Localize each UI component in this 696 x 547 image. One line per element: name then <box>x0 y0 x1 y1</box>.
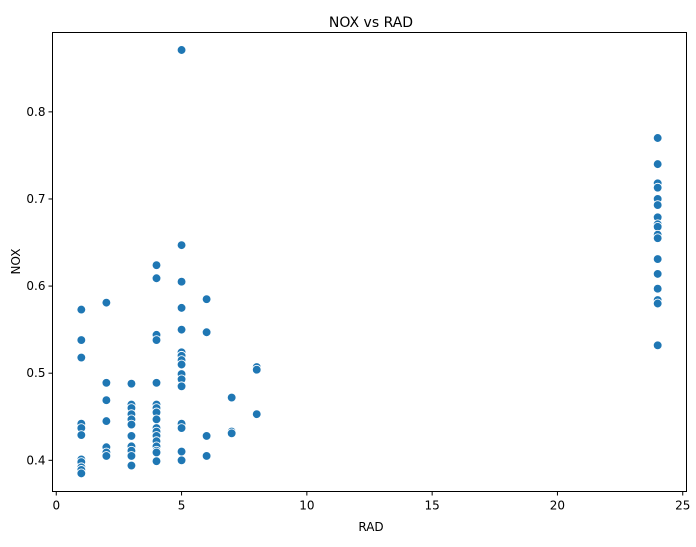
scatter-point-87 <box>652 298 663 309</box>
scatter-point-64 <box>201 431 212 441</box>
scatter-point-2 <box>76 352 87 363</box>
scatter-point-29 <box>151 260 162 271</box>
scatter-point-37 <box>151 414 162 425</box>
x-tick-label-5: 5 <box>178 499 186 513</box>
scatter-point-65 <box>201 451 212 461</box>
scatter-point-45 <box>151 456 162 467</box>
plot-frame <box>52 32 687 492</box>
plot-axes <box>52 32 687 492</box>
scatter-point-17 <box>101 451 112 461</box>
scatter-point-60 <box>176 446 187 457</box>
x-tick-label-0: 0 <box>52 499 60 513</box>
x-tick-label-15: 15 <box>425 499 440 513</box>
x-tick-label-25: 25 <box>675 499 690 513</box>
scatter-point-71 <box>251 409 262 419</box>
scatter-point-30 <box>151 273 162 284</box>
scatter-point-27 <box>126 451 137 461</box>
scatter-point-5 <box>76 430 87 440</box>
scatter-point-12 <box>101 377 112 388</box>
scatter-point-82 <box>652 233 663 244</box>
scatter-point-63 <box>201 327 212 338</box>
scatter-point-70 <box>251 364 262 375</box>
scatter-point-24 <box>126 431 137 441</box>
scatter-point-84 <box>652 269 663 279</box>
scatter-point-0 <box>76 304 87 315</box>
scatter-point-62 <box>201 294 212 305</box>
scatter-point-75 <box>652 182 663 193</box>
scatter-point-44 <box>151 447 162 458</box>
chart-title: NOX vs RAD <box>329 15 413 31</box>
scatter-point-14 <box>101 416 112 426</box>
scatter-point-66 <box>226 392 237 403</box>
scatter-point-50 <box>176 324 187 335</box>
scatter-point-32 <box>151 335 162 345</box>
scatter-point-83 <box>652 254 663 264</box>
scatter-point-48 <box>176 276 187 287</box>
scatter-point-85 <box>652 283 663 294</box>
scatter-point-23 <box>126 419 137 430</box>
scatter-point-59 <box>176 423 187 433</box>
y-tick-label-0.5: 0.5 <box>26 366 45 380</box>
scatter-point-61 <box>176 455 187 466</box>
x-tick-label-20: 20 <box>550 499 565 513</box>
scatter-point-88 <box>652 340 663 351</box>
scatter-point-33 <box>151 377 162 388</box>
scatter-point-54 <box>176 359 187 370</box>
scatter-point-28 <box>126 460 137 471</box>
y-axis-label: NOX <box>9 249 23 275</box>
x-axis-label: RAD <box>358 520 383 534</box>
scatter-points <box>76 45 663 479</box>
scatter-point-68 <box>226 428 237 439</box>
y-tick-label-0.7: 0.7 <box>26 192 45 206</box>
x-tick-label-10: 10 <box>299 499 314 513</box>
scatter-point-10 <box>76 468 87 479</box>
scatter-point-49 <box>176 303 187 313</box>
scatter-point-1 <box>76 335 87 345</box>
scatter-point-72 <box>652 133 663 143</box>
scatter-point-57 <box>176 381 187 392</box>
y-tick-label-0.6: 0.6 <box>26 279 45 293</box>
y-tick-label-0.8: 0.8 <box>26 105 45 119</box>
scatter-point-13 <box>101 395 112 406</box>
scatter-point-73 <box>652 159 663 169</box>
scatter-point-11 <box>101 297 112 308</box>
scatter-point-47 <box>176 240 187 250</box>
scatter-point-18 <box>126 378 137 389</box>
scatter-point-46 <box>176 45 187 55</box>
x-axis-ticks: 0 5 10 15 20 25 <box>52 491 690 513</box>
y-tick-label-0.4: 0.4 <box>26 453 45 467</box>
scatter-point-77 <box>652 200 663 210</box>
y-axis-ticks: 0.4 0.5 0.6 0.7 0.8 <box>26 105 53 467</box>
